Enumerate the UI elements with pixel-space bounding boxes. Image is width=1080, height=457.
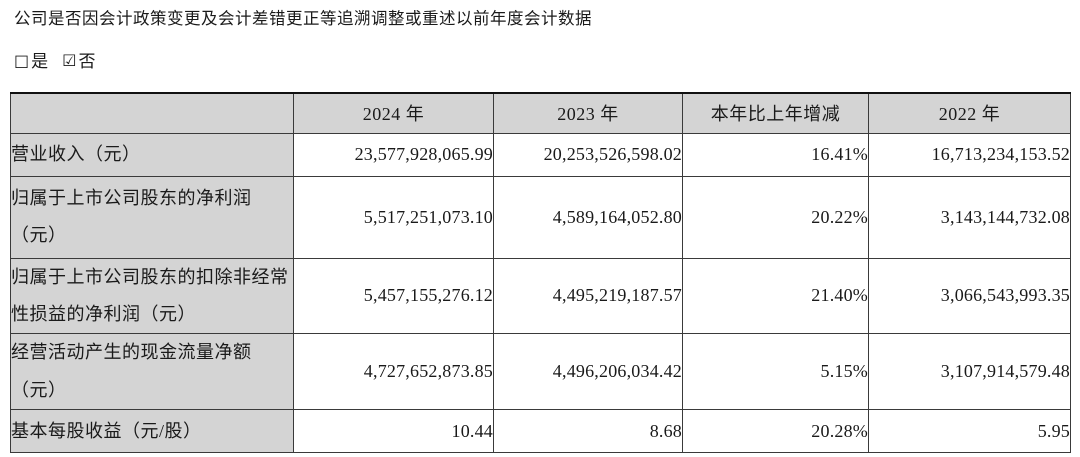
table-row-operating-cash-flow: 经营活动产生的现金流量净额（元） 4,727,652,873.85 4,496,… (10, 333, 1071, 411)
checkbox-no-label: 否 (78, 52, 96, 71)
header-cell-2023: 2023 年 (493, 92, 683, 134)
cell-2024: 5,457,155,276.12 (293, 257, 494, 335)
header-cell-yoy-change: 本年比上年增减 (682, 92, 869, 134)
cell-2022: 3,143,144,732.08 (868, 175, 1071, 259)
checkbox-yes: □ 是 (14, 51, 48, 73)
row-label: 基本每股收益（元/股） (10, 409, 294, 454)
row-label: 归属于上市公司股东的净利润（元） (10, 175, 294, 259)
financial-summary-table: 2024 年 2023 年 本年比上年增减 2022 年 营业收入（元） 23,… (10, 92, 1071, 454)
cell-yoy-change: 20.22% (682, 175, 869, 259)
header-cell-2024: 2024 年 (293, 92, 494, 134)
table-row-net-profit-excl-nonrecurring: 归属于上市公司股东的扣除非经常性损益的净利润（元） 5,457,155,276.… (10, 257, 1071, 335)
cell-2024: 4,727,652,873.85 (293, 333, 494, 411)
cell-yoy-change: 21.40% (682, 257, 869, 335)
cell-2024: 23,577,928,065.99 (293, 132, 494, 177)
checkbox-checked-icon: ☑ (62, 51, 77, 70)
checkbox-yes-label: 是 (31, 52, 49, 71)
cell-2022: 3,107,914,579.48 (868, 333, 1071, 411)
cell-2023: 4,589,164,052.80 (493, 175, 683, 259)
cell-yoy-change: 20.28% (682, 409, 869, 454)
cell-2022: 3,066,543,993.35 (868, 257, 1071, 335)
header-cell-blank (10, 92, 294, 134)
header-cell-2022: 2022 年 (868, 92, 1071, 134)
cell-yoy-change: 16.41% (682, 132, 869, 177)
row-label: 营业收入（元） (10, 132, 294, 177)
cell-2022: 16,713,234,153.52 (868, 132, 1071, 177)
cell-2023: 4,496,206,034.42 (493, 333, 683, 411)
checkbox-unchecked-icon: □ (14, 51, 30, 70)
table-row-basic-eps: 基本每股收益（元/股） 10.44 8.68 20.28% 5.95 (10, 409, 1071, 454)
cell-2024: 5,517,251,073.10 (293, 175, 494, 259)
row-label: 归属于上市公司股东的扣除非经常性损益的净利润（元） (10, 257, 294, 335)
cell-2024: 10.44 (293, 409, 494, 454)
table-row-revenue: 营业收入（元） 23,577,928,065.99 20,253,526,598… (10, 132, 1071, 177)
cell-2023: 4,495,219,187.57 (493, 257, 683, 335)
cell-2022: 5.95 (868, 409, 1071, 454)
table-row-net-profit: 归属于上市公司股东的净利润（元） 5,517,251,073.10 4,589,… (10, 175, 1071, 259)
cell-2023: 8.68 (493, 409, 683, 454)
row-label: 经营活动产生的现金流量净额（元） (10, 333, 294, 411)
restatement-question-text: 公司是否因会计政策变更及会计差错更正等追溯调整或重述以前年度会计数据 (14, 9, 592, 28)
restatement-answer-row: □ 是 ☑ 否 (0, 51, 1080, 73)
table-header-row: 2024 年 2023 年 本年比上年增减 2022 年 (10, 92, 1071, 134)
cell-2023: 20,253,526,598.02 (493, 132, 683, 177)
checkbox-no: ☑ 否 (62, 51, 95, 73)
cell-yoy-change: 5.15% (682, 333, 869, 411)
